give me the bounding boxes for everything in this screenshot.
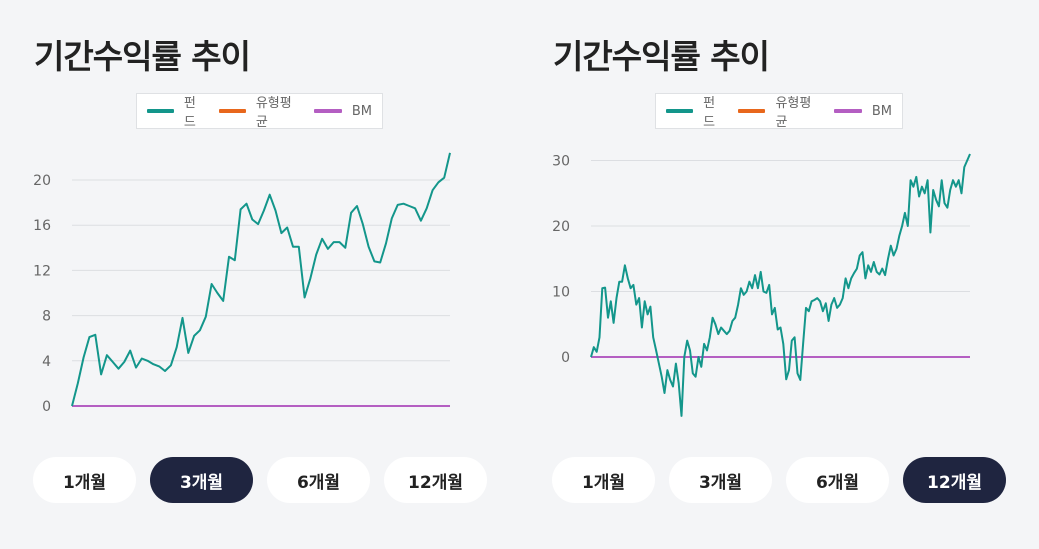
legend-item-bm[interactable]: BM xyxy=(833,103,892,119)
line-chart: 0 4 8 12 16 20 xyxy=(33,152,451,415)
chart-legend: 펀드 유형평균 BM xyxy=(655,92,903,130)
period-button-1m[interactable]: 1개월 xyxy=(552,457,655,503)
legend-swatch-category-avg xyxy=(218,109,246,113)
legend-item-category-avg[interactable]: 유형평균 xyxy=(218,92,302,130)
legend-label-category-avg: 유형평균 xyxy=(255,96,292,130)
y-tick-label: 16 xyxy=(33,218,51,234)
legend-swatch-fund xyxy=(666,109,694,113)
y-tick-label: 20 xyxy=(552,219,570,235)
period-button-12m[interactable]: 12개월 xyxy=(384,457,487,503)
legend-item-fund[interactable]: 펀드 xyxy=(147,92,207,130)
legend-item-bm[interactable]: BM xyxy=(313,103,372,119)
legend-label-bm: BM xyxy=(871,103,892,119)
period-button-12m[interactable]: 12개월 xyxy=(903,457,1006,503)
period-button-3m[interactable]: 3개월 xyxy=(150,457,253,503)
legend-item-fund[interactable]: 펀드 xyxy=(666,92,726,130)
y-tick-label: 12 xyxy=(33,263,51,279)
series-line-fund xyxy=(71,152,451,407)
legend-swatch-bm xyxy=(833,109,862,113)
series-line-fund xyxy=(590,153,971,417)
legend-label-category-avg: 유형평균 xyxy=(775,96,812,130)
period-button-3m[interactable]: 3개월 xyxy=(669,457,772,503)
right-panel: 기간수익률 추이 펀드 유형평균 BM 0 10 20 30 1개월 3개월 6개월 … xyxy=(519,0,1039,549)
period-button-6m[interactable]: 6개월 xyxy=(267,457,370,503)
legend-swatch-fund xyxy=(147,109,174,113)
chart-title: 기간수익률 추이 xyxy=(34,37,251,76)
period-button-group: 1개월 3개월 6개월 12개월 xyxy=(33,457,487,503)
y-tick-label: 4 xyxy=(42,354,51,370)
legend-label-fund: 펀드 xyxy=(703,96,716,130)
y-tick-label: 20 xyxy=(33,173,51,189)
y-tick-label: 10 xyxy=(552,285,570,301)
legend-swatch-category-avg xyxy=(738,109,766,113)
left-panel: 기간수익률 추이 펀드 유형평균 BM 0 4 8 12 16 20 1개월 3개월 6개… xyxy=(33,37,487,503)
legend-swatch-bm xyxy=(313,109,342,113)
chart-title: 기간수익률 추이 xyxy=(553,37,770,76)
y-tick-label: 30 xyxy=(552,154,570,170)
legend-label-fund: 펀드 xyxy=(183,96,196,130)
y-tick-label: 8 xyxy=(42,309,51,325)
chart-legend: 펀드 유형평균 BM xyxy=(136,92,383,130)
legend-item-category-avg[interactable]: 유형평균 xyxy=(738,92,822,130)
line-chart: 0 10 20 30 xyxy=(552,153,971,417)
y-tick-label: 0 xyxy=(561,350,570,366)
legend-label-bm: BM xyxy=(351,103,372,119)
period-button-1m[interactable]: 1개월 xyxy=(33,457,136,503)
period-button-6m[interactable]: 6개월 xyxy=(786,457,889,503)
y-tick-label: 0 xyxy=(42,399,51,415)
period-button-group: 1개월 3개월 6개월 12개월 xyxy=(552,457,1006,503)
